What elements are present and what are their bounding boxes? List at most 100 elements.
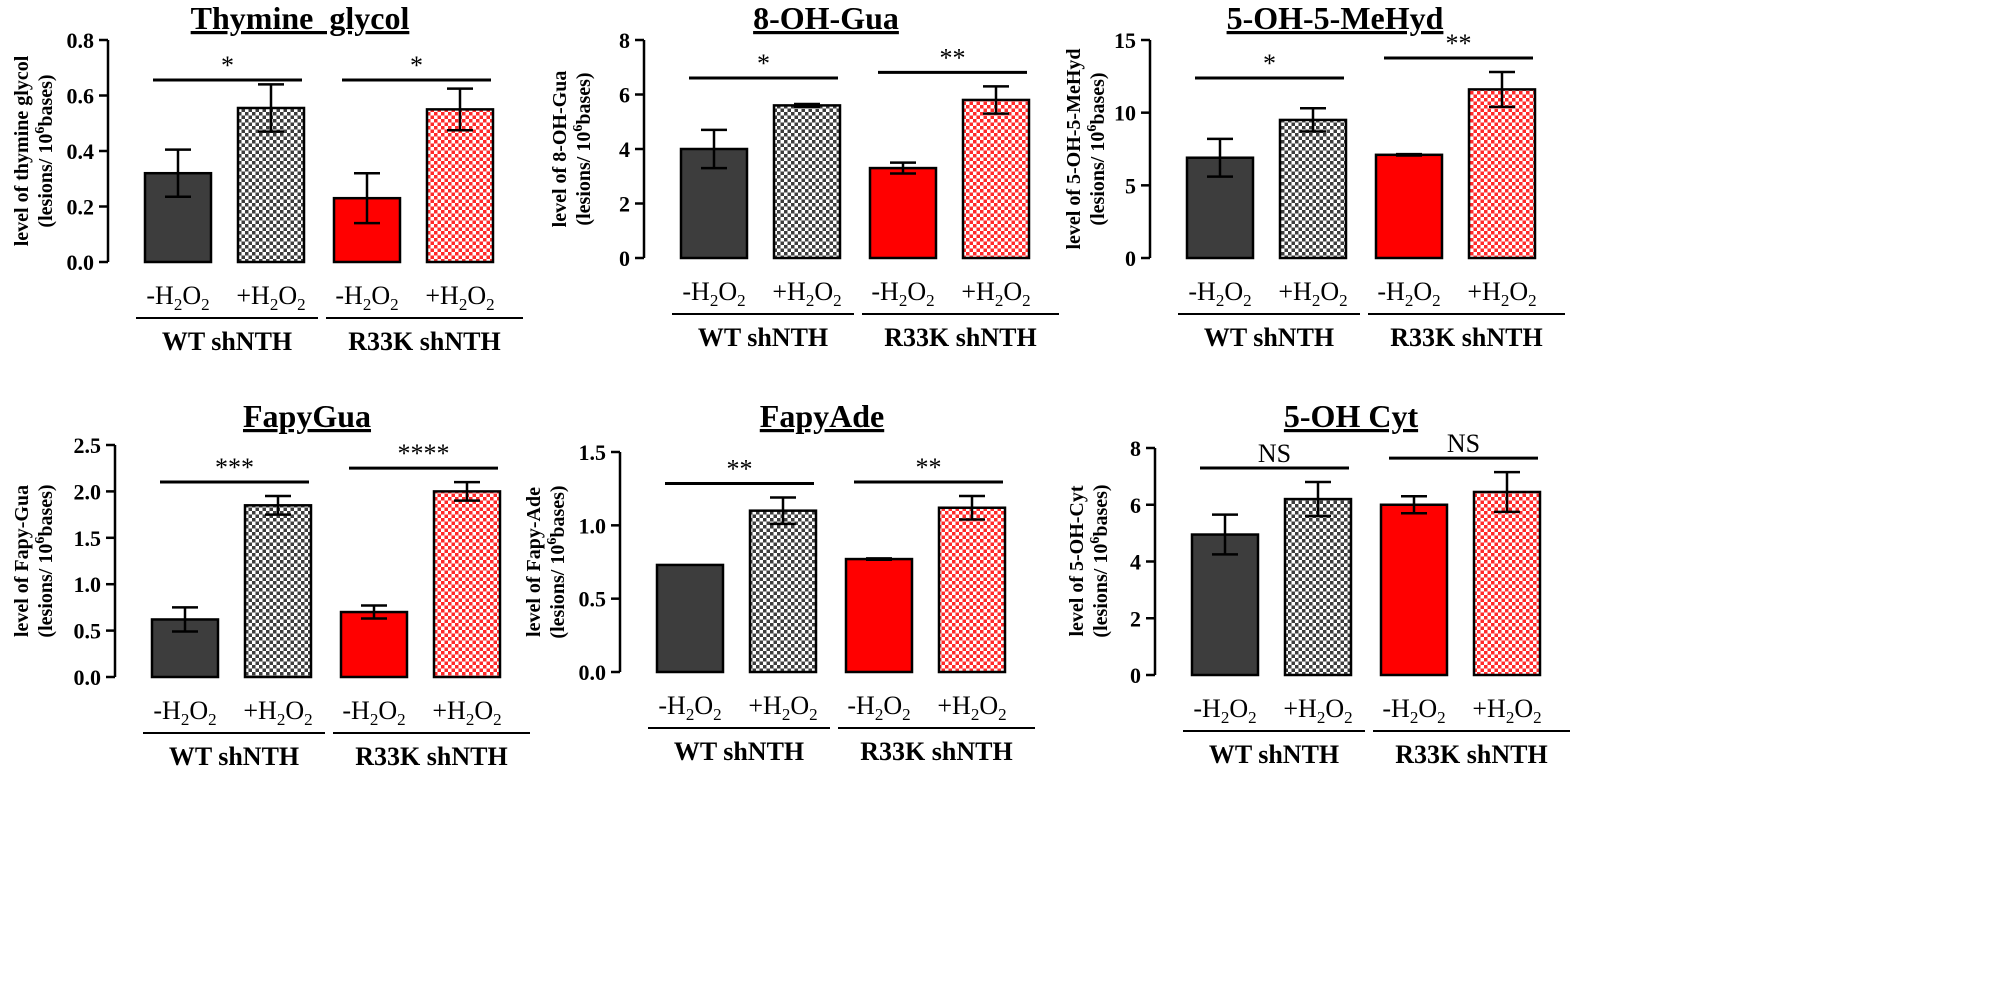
y-tick-label: 5 — [1125, 173, 1136, 198]
x-category-label: -H2O2 — [1382, 694, 1445, 727]
x-category-label: -H2O2 — [1193, 694, 1256, 727]
chart-panel-5: FapyAde level of Fapy-Ade (lesions/ 106bas… — [523, 398, 1035, 766]
chart-panel-4: FapyGua level of Fapy-Gua (lesions/ 106bas… — [11, 398, 530, 771]
y-axis-label-exponent: 6 — [1088, 537, 1103, 544]
y-tick-label: 8 — [619, 28, 630, 53]
y-tick-label: 4 — [1130, 550, 1141, 575]
y-axis-label-line2-end: bases) — [573, 72, 595, 124]
bar — [844, 557, 914, 674]
significance-label: NS — [1447, 429, 1480, 458]
x-category-label: -H2O2 — [146, 281, 209, 314]
y-tick-label: 0.4 — [67, 139, 95, 164]
y-tick-label: 1.5 — [74, 526, 102, 551]
y-tick-label: 2 — [1130, 606, 1141, 631]
x-category-label: -H2O2 — [1377, 277, 1440, 310]
chart-title: 5-OH-5-MeHyd — [1227, 0, 1444, 36]
y-axis-label: level of Fapy-Gua (lesions/ 106bases) — [11, 484, 57, 637]
bar — [1467, 88, 1537, 260]
bar — [961, 98, 1031, 260]
x-category-label: +H2O2 — [961, 277, 1030, 310]
y-tick-label: 0.5 — [74, 619, 102, 644]
bar — [772, 104, 842, 260]
significance-label: NS — [1258, 439, 1291, 468]
y-tick-label: 0 — [1130, 663, 1141, 688]
y-tick-label: 10 — [1114, 101, 1136, 126]
y-axis-label-line1: level of Fapy-Ade — [523, 487, 545, 637]
chart-title: FapyGua — [243, 398, 371, 434]
y-tick-label: 0.6 — [67, 84, 95, 109]
y-axis-label-exponent: 6 — [571, 125, 586, 132]
y-axis-label-line2: (lesions/ 10 — [35, 544, 57, 638]
chart-panel-2: 8-OH-Gua level of 8-OH-Gua (lesions/ 106ba… — [549, 0, 1059, 352]
x-group-label: R33K shNTH — [884, 323, 1036, 352]
significance-label: * — [221, 51, 234, 80]
y-tick-label: 0 — [619, 246, 630, 271]
y-axis-label: level of 5-OH-5-MeHyd (lesions/ 106bases) — [1063, 48, 1109, 249]
y-axis-label: level of 8-OH-Gua (lesions/ 106bases) — [549, 71, 595, 228]
bar — [868, 166, 938, 260]
y-axis-label-line2-end: bases) — [547, 485, 569, 537]
bar — [432, 490, 502, 679]
x-category-label: +H2O2 — [772, 277, 841, 310]
significance-label: ** — [727, 454, 753, 483]
bar — [1472, 490, 1542, 677]
x-category-label: +H2O2 — [937, 691, 1006, 724]
significance-label: * — [757, 49, 770, 78]
y-axis-label-line1: level of Fapy-Gua — [11, 485, 33, 637]
x-category-label: -H2O2 — [847, 691, 910, 724]
y-tick-label: 0.5 — [579, 587, 607, 612]
x-category-label: +H2O2 — [1472, 694, 1541, 727]
x-group-label: WT shNTH — [169, 742, 299, 771]
y-axis-label-line2-end: bases) — [1087, 72, 1109, 124]
x-category-label: +H2O2 — [1278, 277, 1347, 310]
y-tick-label: 1.0 — [579, 513, 607, 538]
y-tick-label: 0 — [1125, 246, 1136, 271]
chart-panel-6: 5-OH Cyt level of 5-OH-Cyt (lesions/ 106ba… — [1066, 398, 1570, 769]
y-tick-label: 2 — [619, 192, 630, 217]
y-tick-label: 2.0 — [74, 479, 102, 504]
bar — [339, 610, 409, 679]
x-group-label: WT shNTH — [698, 323, 828, 352]
chart-title: 5-OH Cyt — [1284, 398, 1419, 434]
y-tick-label: 6 — [619, 83, 630, 108]
bar — [243, 504, 313, 679]
y-tick-label: 0.0 — [74, 665, 102, 690]
x-group-label: R33K shNTH — [1395, 740, 1547, 769]
chart-panel-1: Thymine glycol level of thymine glycol (le… — [11, 0, 523, 356]
bar — [937, 506, 1007, 674]
x-category-label: +H2O2 — [1283, 694, 1352, 727]
chart-panel-3: 5-OH-5-MeHyd level of 5-OH-5-MeHyd (lesion… — [1063, 0, 1565, 352]
y-axis-label-exponent: 6 — [33, 127, 48, 134]
x-category-label: -H2O2 — [871, 277, 934, 310]
x-category-label: -H2O2 — [682, 277, 745, 310]
y-axis-label-line1: level of 5-OH-5-MeHyd — [1063, 48, 1085, 249]
y-tick-label: 0.2 — [67, 195, 95, 220]
y-axis-label-line2: (lesions/ 10 — [35, 134, 57, 228]
y-axis-label-line2: (lesions/ 10 — [1090, 544, 1112, 638]
y-axis-label: level of Fapy-Ade (lesions/ 106bases) — [523, 485, 569, 638]
x-category-label: +H2O2 — [1467, 277, 1536, 310]
chart-title: 8-OH-Gua — [753, 0, 899, 36]
x-group-label: R33K shNTH — [860, 737, 1012, 766]
y-axis-label-line2-end: bases) — [35, 484, 57, 536]
significance-label: ** — [916, 453, 942, 482]
chart-title: Thymine glycol — [191, 0, 410, 36]
y-tick-label: 0.0 — [67, 250, 95, 275]
x-group-label: R33K shNTH — [348, 327, 500, 356]
significance-label: * — [410, 51, 423, 80]
bar — [1283, 497, 1353, 677]
bar — [1379, 503, 1449, 677]
x-category-label: -H2O2 — [1188, 277, 1251, 310]
x-category-label: +H2O2 — [236, 281, 305, 314]
y-tick-label: 1.5 — [579, 440, 607, 465]
y-axis-label-exponent: 6 — [545, 538, 560, 545]
y-axis-label: level of thymine glycol (lesions/ 106base… — [11, 55, 57, 246]
y-axis-label-exponent: 6 — [33, 537, 48, 544]
x-category-label: -H2O2 — [335, 281, 398, 314]
y-axis-label-line2-end: bases) — [1090, 484, 1112, 536]
bar — [1278, 118, 1348, 260]
y-axis-label-line1: level of 5-OH-Cyt — [1066, 485, 1088, 636]
significance-label: *** — [215, 453, 254, 482]
y-axis-label: level of 5-OH-Cyt (lesions/ 106bases) — [1066, 484, 1112, 637]
y-axis-label-line2: (lesions/ 10 — [573, 132, 595, 226]
